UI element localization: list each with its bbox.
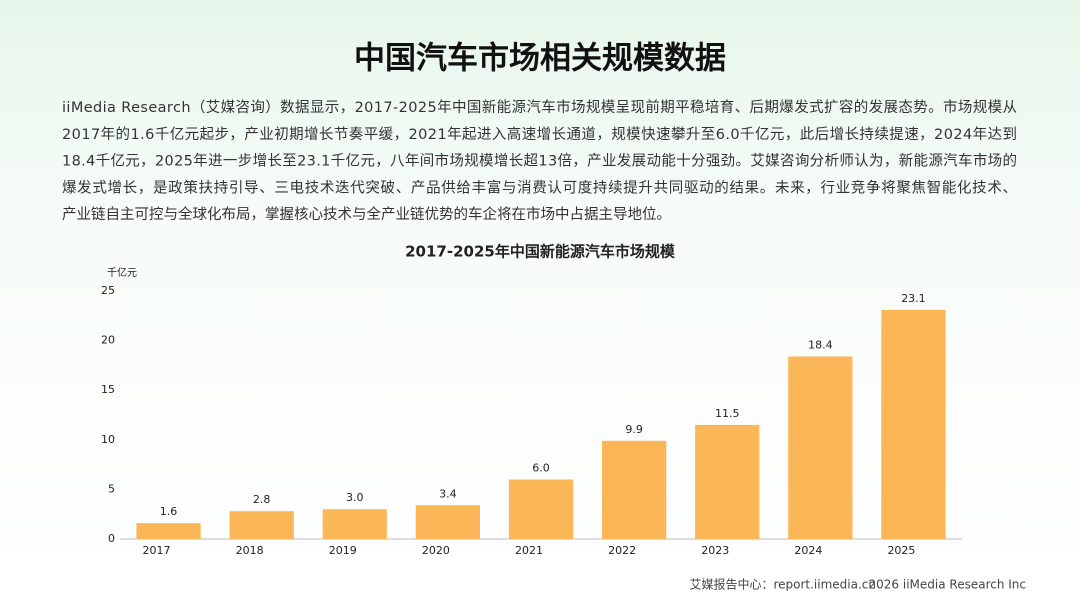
x-tick-label: 2018 bbox=[236, 544, 264, 557]
value-label: 2.8 bbox=[253, 493, 271, 506]
bar bbox=[788, 356, 853, 539]
bar bbox=[136, 523, 201, 539]
x-tick-label: 2019 bbox=[329, 544, 357, 557]
y-tick-label: 5 bbox=[108, 482, 115, 495]
paragraph-line: 18.4千亿元，2025年进一步增长至23.1千亿元，八年间市场规模增长超13倍… bbox=[62, 153, 1017, 170]
value-label: 18.4 bbox=[808, 338, 833, 351]
x-tick-label: 2024 bbox=[794, 544, 822, 557]
bar bbox=[229, 511, 294, 539]
y-tick-label: 20 bbox=[101, 334, 115, 347]
value-label: 3.4 bbox=[439, 487, 457, 500]
paragraph-line: 产业链自主可控与全球化布局，掌握核心技术与全产业链优势的车企将在市场中占据主导地… bbox=[62, 205, 671, 223]
bar bbox=[322, 509, 387, 539]
x-tick-label: 2020 bbox=[422, 544, 450, 557]
chart-title: 2017-2025年中国新能源汽车市场规模 bbox=[405, 243, 676, 261]
paragraph-line: 2017年的1.6千亿元起步，产业初期增长节奏平缓，2021年起进入高速增长通道… bbox=[62, 126, 1017, 143]
value-label: 6.0 bbox=[532, 461, 550, 474]
page-title: 中国汽车市场相关规模数据 bbox=[354, 41, 726, 77]
bar bbox=[415, 505, 481, 539]
paragraph-line: iiMedia Research（艾媒咨询）数据显示，2017-2025年中国新… bbox=[62, 99, 1017, 116]
value-label: 11.5 bbox=[715, 407, 740, 420]
value-label: 9.9 bbox=[625, 423, 643, 436]
bar bbox=[881, 309, 946, 539]
value-label: 23.1 bbox=[901, 292, 926, 305]
bar bbox=[601, 440, 667, 539]
footer-copyright: 2026 iiMedia Research Inc bbox=[869, 578, 1026, 592]
x-tick-label: 2025 bbox=[887, 544, 915, 557]
x-tick-label: 2017 bbox=[143, 544, 171, 557]
y-tick-label: 0 bbox=[108, 532, 115, 545]
y-tick-label: 15 bbox=[101, 383, 115, 396]
value-label: 1.6 bbox=[160, 505, 178, 518]
y-tick-label: 10 bbox=[101, 433, 115, 446]
y-tick-label: 25 bbox=[101, 284, 115, 297]
x-tick-label: 2022 bbox=[608, 544, 636, 557]
x-tick-label: 2021 bbox=[515, 544, 543, 557]
footer-source: 艾媒报告中心：report.iimedia.cn bbox=[689, 577, 876, 592]
y-axis-label: 千亿元 bbox=[107, 266, 137, 279]
bar bbox=[695, 424, 760, 539]
paragraph-line: 爆发式增长，是政策扶持引导、三电技术迭代突破、产品供给丰富与消费认可度持续提升共… bbox=[62, 178, 1017, 196]
x-tick-label: 2023 bbox=[701, 544, 729, 557]
value-label: 3.0 bbox=[346, 491, 364, 504]
bar bbox=[508, 479, 574, 539]
